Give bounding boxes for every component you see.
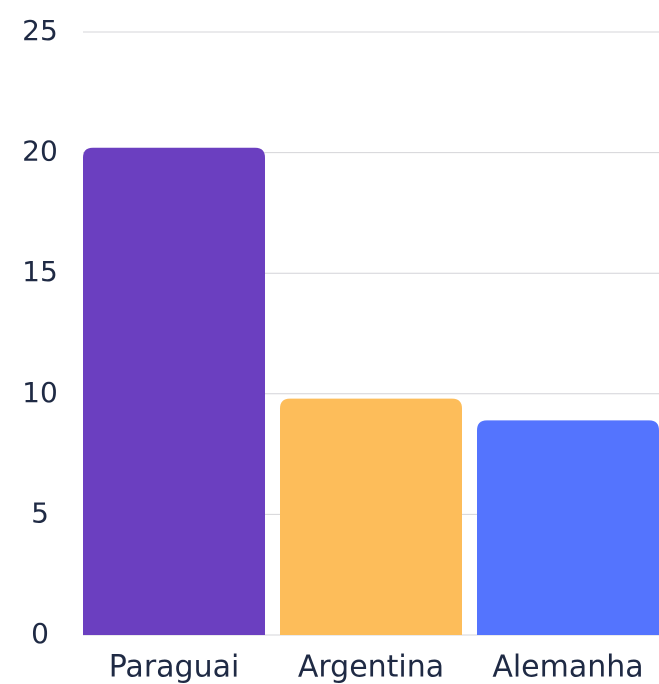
y-tick-label: 25 [22, 14, 58, 47]
bar [83, 147, 265, 635]
y-tick-label: 15 [22, 255, 58, 288]
x-tick-label: Argentina [298, 650, 444, 684]
y-tick-label: 20 [22, 135, 58, 168]
x-tick-label: Alemanha [492, 650, 643, 684]
bar [280, 398, 462, 635]
bar [477, 420, 659, 635]
y-tick-label: 0 [31, 617, 49, 650]
y-tick-label: 5 [31, 496, 49, 529]
y-tick-label: 10 [22, 376, 58, 409]
x-tick-label: Paraguai [109, 650, 240, 684]
